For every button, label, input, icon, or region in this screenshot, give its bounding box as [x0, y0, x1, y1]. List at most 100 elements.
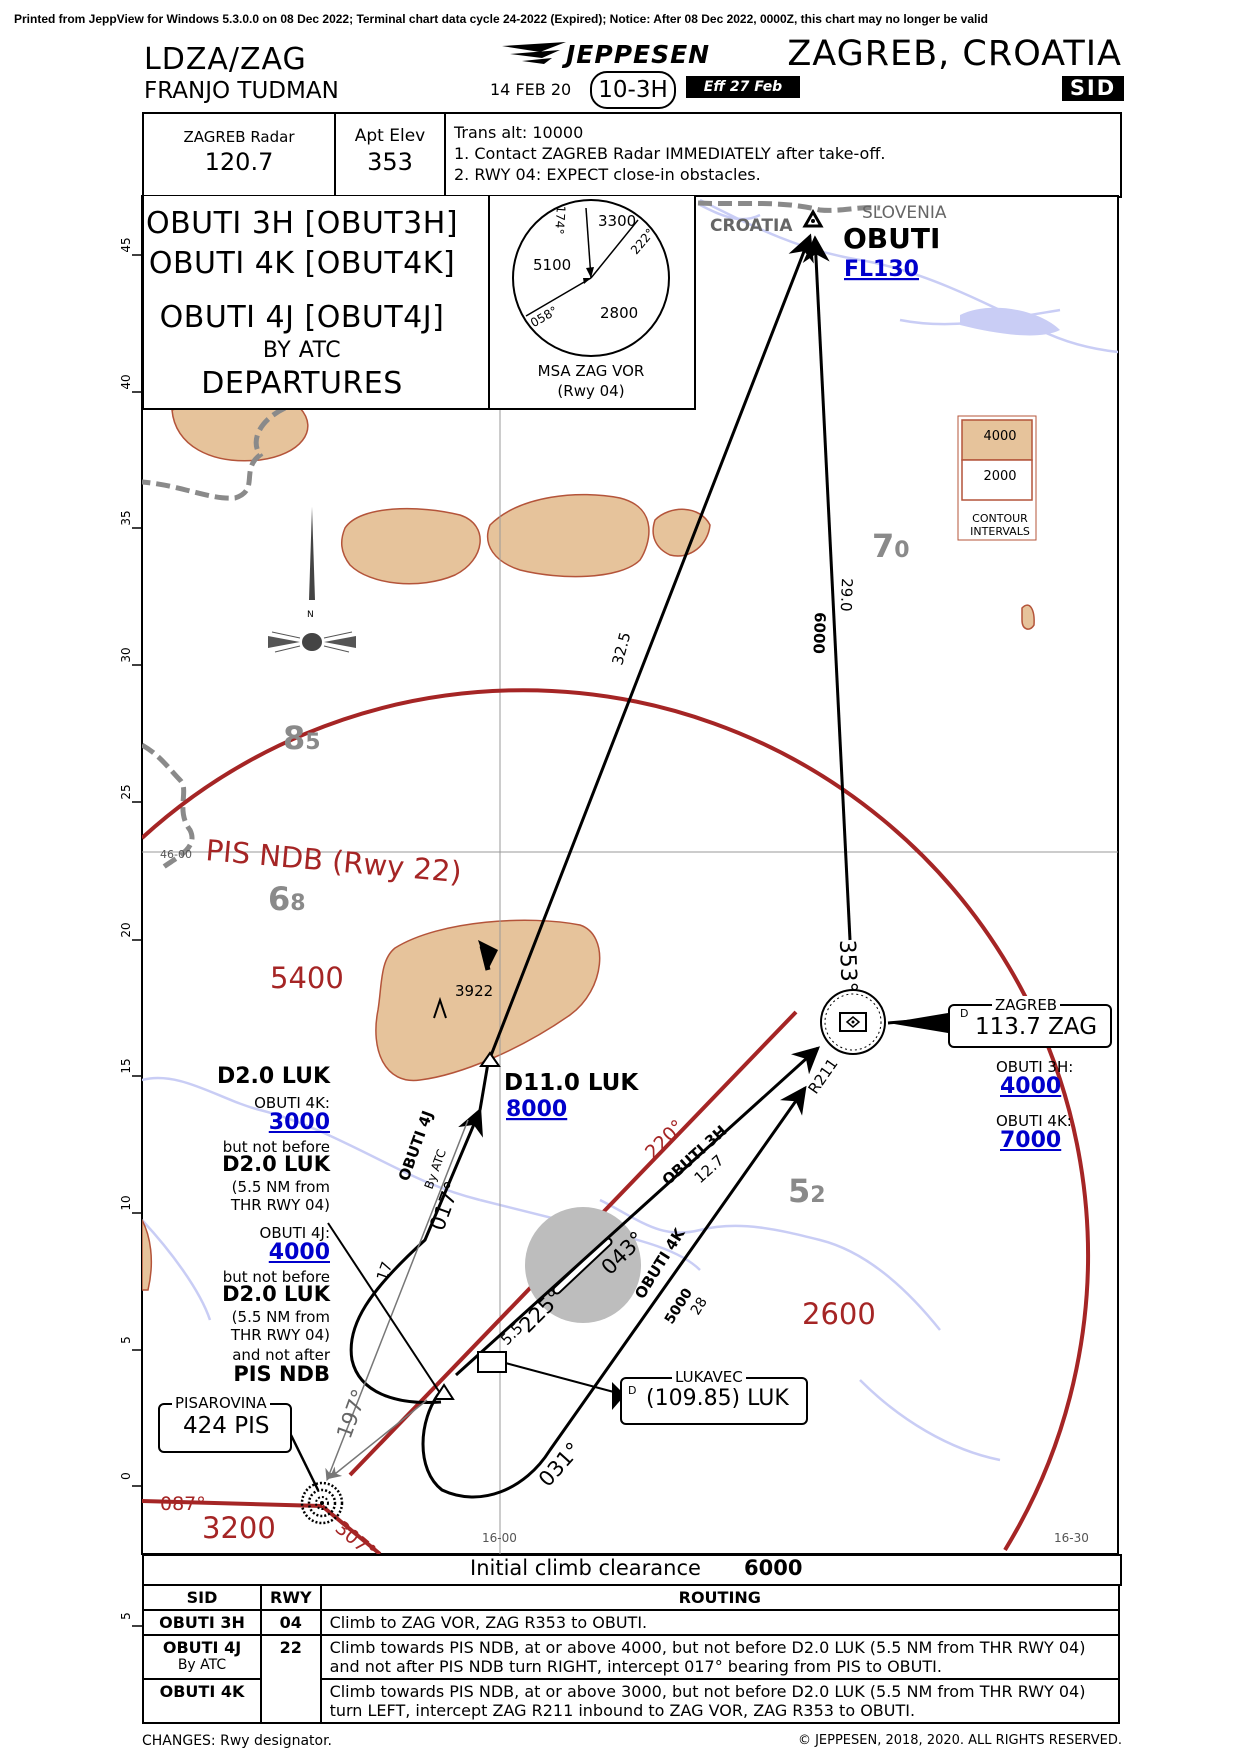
- altitude-5400: 5400: [270, 961, 344, 995]
- msa-box: [488, 196, 696, 410]
- brand-name: JEPPESEN: [566, 40, 711, 69]
- msa-subtitle: (Rwy 04): [557, 382, 625, 400]
- contour-label-2: INTERVALS: [970, 525, 1030, 538]
- airport-name: FRANJO TUDMAN: [144, 78, 339, 104]
- country-croatia: CROATIA: [710, 216, 793, 236]
- note-2: 2. RWY 04: EXPECT close-in obstacles.: [454, 165, 761, 184]
- header-rwy: RWY: [260, 1584, 322, 1611]
- table-row: OBUTI 4J By ATC 22 Climb towards PIS NDB…: [142, 1634, 1121, 1724]
- jeppesen-logo-icon: [502, 42, 566, 64]
- header-sid: SID: [142, 1584, 262, 1611]
- pis-frequency: 424 PIS: [183, 1413, 270, 1439]
- luk-frequency: (109.85) LUK: [646, 1386, 789, 1411]
- contour-2000: 2000: [983, 469, 1016, 484]
- comm-box: [142, 112, 1122, 198]
- rivers: [142, 198, 1118, 1462]
- latitude-label: 45: [119, 237, 133, 252]
- contour-4000: 4000: [983, 429, 1016, 444]
- elevation-label: Apt Elev: [354, 126, 426, 146]
- transition-altitude: Trans alt: 10000: [454, 123, 584, 142]
- pis-ndb-icon: [300, 1481, 344, 1525]
- latitude-label: 35: [119, 510, 133, 525]
- bearing-087: 087°: [160, 1493, 206, 1515]
- contour-label-1: CONTOUR: [972, 512, 1028, 525]
- zag-4k-altitude: 7000: [1000, 1128, 1062, 1153]
- print-notice: Printed from JeppView for Windows 5.3.0.…: [14, 12, 989, 26]
- latitude-label: 5: [119, 1336, 133, 1344]
- table-row: OBUTI 3H 04 Climb to ZAG VOR, ZAG R353 t…: [142, 1609, 1121, 1636]
- leg-17: 17: [373, 1259, 396, 1283]
- row-sid: OBUTI 3H: [142, 1609, 262, 1636]
- city-name: ZAGREB, CROATIA: [787, 34, 1122, 74]
- row-rwy: 22: [260, 1634, 322, 1724]
- row-sid-sub: By ATC: [177, 1657, 227, 1673]
- latitude-label: 40: [119, 374, 133, 389]
- msa-bearing-174: 174°: [552, 205, 568, 235]
- luk-dme-d: D: [628, 1384, 637, 1397]
- route-lines: [349, 233, 852, 1499]
- leg-distance: 29.0: [837, 578, 856, 612]
- row-rwy: 04: [260, 1609, 322, 1636]
- note-1: 1. Contact ZAGREB Radar IMMEDIATELY afte…: [454, 144, 886, 163]
- d2-not-before-2-fix: D2.0 LUK: [222, 1282, 330, 1306]
- comm-notes: Trans alt: 10000 1. Contact ZAGREB Radar…: [454, 122, 885, 185]
- procedure-by-atc: BY ATC: [262, 338, 342, 363]
- longitude-16-00: 16-00: [482, 1531, 517, 1545]
- changes-note: CHANGES: Rwy designator.: [142, 1733, 333, 1749]
- latitude-46-00: 46-00: [160, 848, 192, 861]
- mora-70: 70: [872, 527, 910, 565]
- procedure-departures: DEPARTURES: [201, 366, 403, 401]
- luk-name: LUKAVEC: [672, 1368, 746, 1386]
- svg-text:N: N: [307, 610, 314, 620]
- initial-climb-value: 6000: [744, 1556, 803, 1580]
- altitude-2600: 2600: [802, 1297, 876, 1331]
- procedure-box: [142, 196, 492, 410]
- d2-note-1b: THR RWY 04): [230, 1196, 330, 1214]
- zag-3h-label: OBUTI 3H:: [996, 1058, 1074, 1076]
- country-borders: [142, 200, 881, 872]
- latitude-label: 5: [119, 1612, 133, 1620]
- zag-3h-altitude: 4000: [1000, 1074, 1062, 1099]
- d2-4j-altitude: 4000: [268, 1240, 330, 1265]
- radial-353: 353°: [834, 939, 861, 993]
- mora-85: 85: [283, 719, 321, 757]
- msa-alt-s: 2800: [600, 304, 639, 322]
- d2-4k-label: OBUTI 4K:: [254, 1094, 330, 1112]
- chart-index: 10-3H: [590, 71, 676, 109]
- mora-52: 52: [788, 1172, 826, 1210]
- airport-code: LDZA/ZAG: [144, 42, 307, 77]
- d2-not-after: and not after: [232, 1346, 330, 1364]
- header-routing: ROUTING: [319, 1584, 1121, 1611]
- zag-dme-d: D: [960, 1007, 969, 1020]
- initial-climb-label: Initial climb clearance: [470, 1556, 701, 1580]
- latitude-label: 25: [119, 784, 133, 799]
- radar-frequency: 120.7: [204, 148, 274, 176]
- zag-frequency: 113.7 ZAG: [975, 1014, 1098, 1040]
- latitude-label: 20: [119, 922, 133, 937]
- radar-label: ZAGREB Radar: [183, 128, 295, 146]
- d2-not-after-fix: PIS NDB: [233, 1362, 330, 1386]
- obuti-name[interactable]: OBUTI: [843, 222, 940, 255]
- d11-altitude: 8000: [506, 1097, 567, 1122]
- row-routing: Climb towards PIS NDB, at or above 3000,…: [319, 1678, 1121, 1724]
- latitude-scale: 45 40 35 30 25 20 15 10 5 0 5: [119, 237, 142, 1627]
- chart-date: 14 FEB 20: [490, 80, 572, 99]
- row-sid: OBUTI 4J: [162, 1638, 242, 1657]
- msa-title: MSA ZAG VOR: [537, 362, 645, 380]
- latitude-label: 0: [119, 1472, 133, 1480]
- d2-4k-altitude: 3000: [268, 1110, 330, 1135]
- latitude-label: 15: [119, 1058, 133, 1073]
- north-arrow-icon: N: [268, 507, 356, 653]
- mora-68: 68: [268, 880, 306, 918]
- d11-fix-name[interactable]: D11.0 LUK: [504, 1070, 639, 1096]
- row-routing: Climb to ZAG VOR, ZAG R353 to OBUTI.: [319, 1609, 1121, 1636]
- d2-4j-label: OBUTI 4J:: [259, 1224, 330, 1242]
- zag-name: ZAGREB: [992, 996, 1061, 1014]
- msa-alt-ne: 3300: [598, 212, 637, 230]
- table-row: OBUTI 4K Climb towards PIS NDB, at or ab…: [142, 1678, 1121, 1724]
- procedure-line-1: OBUTI 3H [OBUT3H]: [145, 206, 459, 241]
- leg-altitude: 6000: [810, 612, 829, 654]
- effective-date: Eff 27 Feb: [686, 76, 800, 98]
- luk-dme-icon: [477, 1351, 507, 1373]
